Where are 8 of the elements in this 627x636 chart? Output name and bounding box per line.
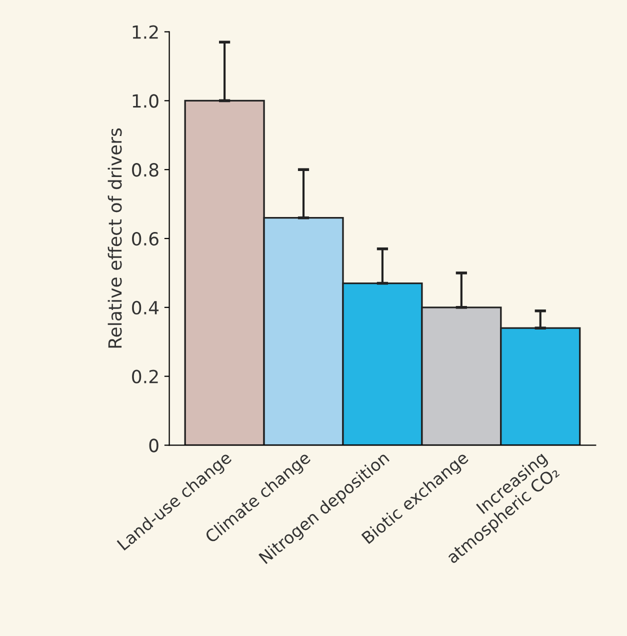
y-tick-label: 0: [149, 438, 158, 452]
y-tick-label: 0.2: [132, 370, 158, 384]
y-tick-label: 1.0: [132, 94, 158, 108]
y-tick-label: 1.2: [132, 25, 158, 39]
y-tick-label: 0.4: [132, 300, 159, 315]
y-tick-label: 0.6: [132, 232, 158, 246]
y-axis-title: Relative effect of drivers: [108, 128, 122, 348]
y-tick-label: 0.8: [132, 163, 158, 177]
